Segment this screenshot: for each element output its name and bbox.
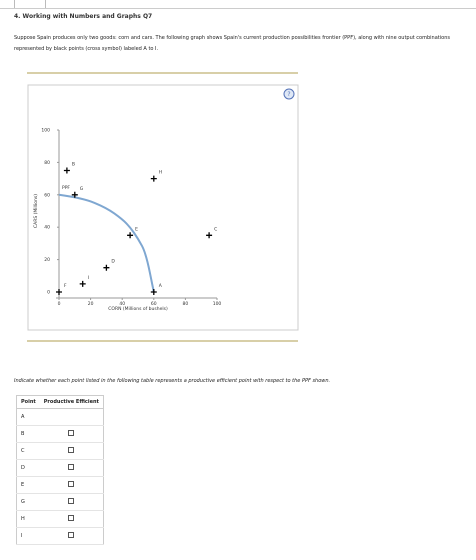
point-label: I (88, 275, 89, 281)
point-cell: D (16, 459, 40, 477)
x-tick-label: 60 (151, 301, 157, 307)
checkbox-cell (39, 425, 104, 443)
checkbox-cell (39, 442, 104, 460)
checkbox[interactable] (68, 464, 75, 470)
point-cell: E (16, 476, 40, 494)
column-header: Productive Efficient (39, 395, 104, 409)
help-button[interactable] (283, 88, 295, 100)
point (103, 264, 110, 271)
ppf-label: PPF (62, 185, 70, 191)
point (150, 175, 157, 182)
divider (0, 8, 476, 9)
checkbox[interactable] (68, 515, 75, 521)
point-cell: G (16, 493, 40, 511)
checkbox[interactable] (68, 447, 75, 453)
checkbox-cell (39, 493, 104, 511)
ppf-curve (58, 193, 155, 293)
point-cell: A (16, 408, 40, 426)
x-tick-label: 80 (183, 301, 189, 307)
x-axis-label: CORN (Millions of bushels) (108, 306, 168, 312)
point-label: D (111, 259, 115, 265)
point (79, 280, 86, 287)
point-label: H (159, 170, 162, 176)
y-tick-label: 20 (44, 257, 50, 263)
y-tick-label: 80 (44, 160, 50, 166)
table-row: B (16, 425, 104, 443)
table-row: E (16, 476, 104, 494)
help-icon[interactable]: ? (287, 91, 290, 98)
checkbox-cell (39, 408, 104, 426)
table-row: A (16, 408, 104, 426)
x-tick-label: 100 (213, 301, 222, 307)
point (56, 289, 62, 295)
checkbox[interactable] (68, 430, 75, 436)
point (71, 191, 78, 198)
checkbox[interactable] (68, 532, 75, 538)
checkbox-cell (39, 527, 104, 545)
chart: ? CARS (Millions) CORN (Millions of bush… (27, 72, 299, 342)
point (150, 289, 157, 295)
point-label: E (135, 226, 138, 232)
point-label: G (80, 186, 84, 192)
point (127, 232, 134, 239)
point-label: B (72, 162, 75, 168)
point-cell: C (16, 442, 40, 460)
x-tick-label: 20 (88, 301, 94, 307)
y-tick-label: 60 (44, 192, 50, 198)
y-axis-label: CARS (Millions) (33, 194, 39, 228)
checkbox[interactable] (68, 481, 75, 487)
point (206, 232, 213, 239)
table-row: H (16, 510, 104, 528)
table-row: I (16, 527, 104, 545)
y-tick-label: 40 (44, 225, 50, 231)
point-cell: I (16, 527, 40, 545)
point-label: C (214, 226, 217, 232)
panel (27, 84, 299, 331)
column-header: Point (16, 395, 40, 409)
x-tick-label: 40 (119, 301, 125, 307)
answer-table: Point Productive Efficient A B C D E G H I (16, 395, 104, 545)
table-row: C (16, 442, 104, 460)
y-tick-label: 100 (41, 128, 50, 134)
title: 4. Working with Numbers and Graphs Q7 (14, 13, 153, 20)
checkbox-cell (39, 459, 104, 477)
point-cell: B (16, 425, 40, 443)
table-row: D (16, 459, 104, 477)
checkbox-cell (39, 476, 104, 494)
instruction: Indicate whether each point listed in th… (14, 378, 331, 384)
point-label: A (159, 283, 163, 289)
point (63, 167, 70, 174)
point-label: F (64, 283, 67, 289)
table-row: G (16, 493, 104, 511)
question: Suppose Spain produces only two goods: c… (14, 35, 450, 52)
y-tick-label: 0 (47, 290, 50, 296)
checkbox[interactable] (68, 498, 75, 504)
x-tick-label: 0 (58, 301, 61, 307)
checkbox-cell (39, 510, 104, 528)
point-cell: H (16, 510, 40, 528)
